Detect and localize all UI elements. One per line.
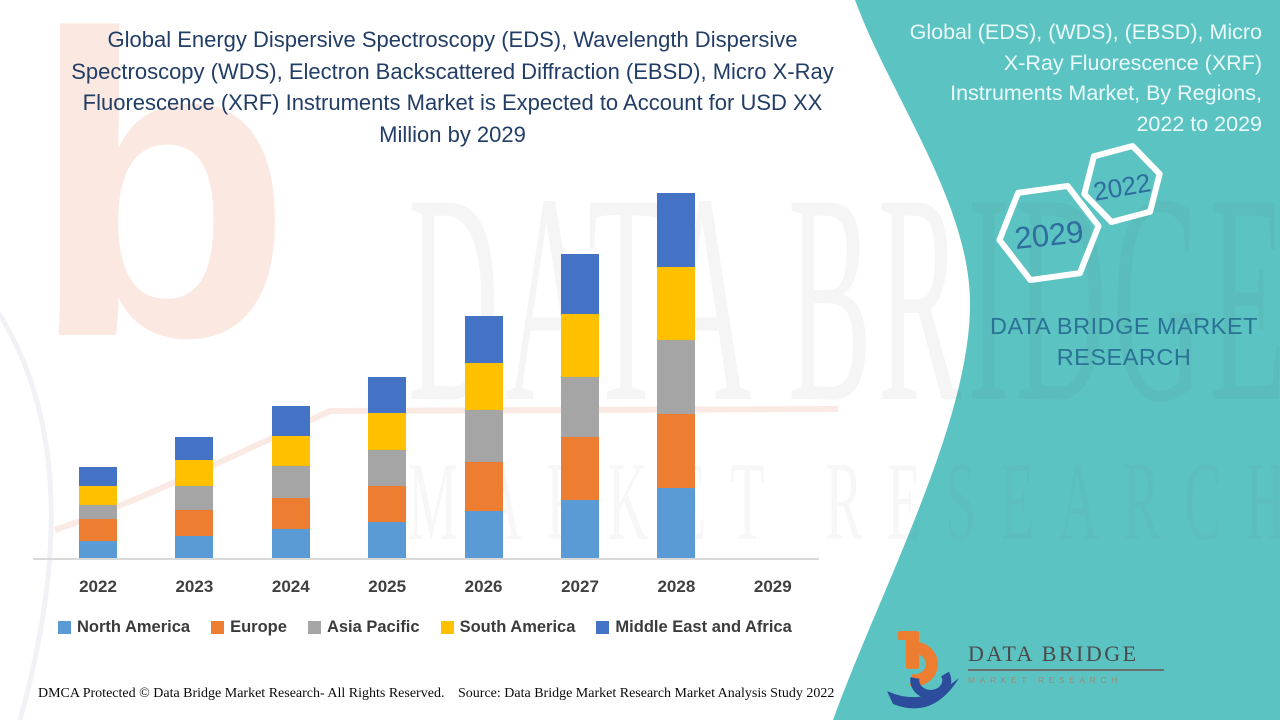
legend-item-north-america: North America: [58, 618, 190, 637]
x-axis-label-2022: 2022: [79, 577, 117, 596]
bar-segment-middle-east-and-africa-2027: [561, 254, 599, 314]
bar-segment-asia-pacific-2022: [79, 505, 117, 519]
bar-segment-south-america-2026: [464, 363, 503, 410]
bar-segment-europe-2024: [271, 498, 310, 529]
bar-segment-middle-east-and-africa-2025: [368, 377, 407, 413]
legend-swatch-north-america: [58, 621, 71, 634]
x-axis-label-2029: 2029: [753, 577, 792, 596]
databridge-logo-icon: [887, 631, 959, 709]
legend-label-middle-east-and-africa: Middle East and Africa: [615, 618, 792, 636]
bar-segment-north-america-2023: [175, 536, 214, 559]
side-panel-title: Global (EDS), (WDS), (EBSD), Micro X-Ray…: [909, 20, 1262, 136]
legend-item-asia-pacific: Asia Pacific: [307, 618, 420, 637]
chart-legend: North America Europe Asia Pacific South Ame…: [58, 618, 792, 637]
legend-swatch-middle-east-and-africa: [596, 621, 610, 634]
bar-segment-asia-pacific-2028: [657, 340, 696, 414]
bar-segment-south-america-2025: [368, 413, 407, 450]
hexagon-badges: 2029 2022: [996, 142, 1163, 284]
legend-swatch-europe: [211, 621, 225, 634]
legend-label-north-america: North America: [77, 618, 191, 636]
hexagon-2029: [996, 182, 1102, 284]
legend-item-europe: Europe: [211, 618, 287, 637]
bar-segment-europe-2026: [464, 462, 503, 511]
logo-underline: [968, 669, 1164, 671]
x-axis-line: [33, 558, 819, 560]
footer-source-text: Source: Data Bridge Market Research Mark…: [458, 686, 835, 701]
watermark-logo-letter: b: [30, 0, 293, 427]
bar-segment-asia-pacific-2023: [175, 486, 214, 510]
bar-segment-asia-pacific-2027: [561, 377, 599, 437]
hexagon-2029-label: 2029: [1013, 214, 1085, 256]
watermark-text-databridge: DATA BRIDGE: [408, 132, 1280, 464]
bar-segment-middle-east-and-africa-2024: [271, 406, 310, 436]
bar-segment-south-america-2028: [657, 267, 696, 340]
logo-d-bowl: [910, 671, 952, 699]
bar-segment-middle-east-and-africa-2022: [79, 467, 117, 486]
databridge-logo-text: DATA BRIDGE MARKET RESEARCH: [968, 641, 1178, 685]
bar-segment-middle-east-and-africa-2028: [657, 193, 696, 267]
logo-tagline: MARKET RESEARCH: [968, 675, 1122, 685]
bar-segment-south-america-2027: [561, 314, 599, 377]
bar-segment-north-america-2025: [368, 522, 407, 559]
watermark-text-research: MARKET RESEARCH: [408, 440, 1280, 564]
bar-segment-europe-2022: [79, 519, 117, 541]
x-axis-label-2025: 2025: [368, 577, 407, 596]
bar-segment-north-america-2024: [271, 529, 310, 559]
side-panel-brand-text: DATA BRIDGE MARKET RESEARCH: [990, 313, 1258, 370]
bar-segment-north-america-2028: [657, 488, 696, 559]
logo-b-flag: [898, 631, 910, 640]
legend-swatch-asia-pacific: [307, 621, 321, 634]
bar-segment-europe-2028: [657, 414, 696, 488]
bar-segment-asia-pacific-2024: [271, 466, 310, 498]
logo-b-stem: [906, 631, 919, 669]
legend-item-middle-east-and-africa: Middle East and Africa: [596, 618, 792, 637]
bar-segment-asia-pacific-2025: [368, 450, 407, 486]
bar-segment-south-america-2022: [79, 486, 117, 505]
logo-name: DATA BRIDGE: [968, 641, 1139, 666]
x-axis-label-2024: 2024: [271, 577, 310, 596]
legend-swatch-south-america: [440, 621, 454, 634]
bar-segment-middle-east-and-africa-2026: [464, 316, 503, 363]
x-axis-label-2027: 2027: [561, 577, 599, 596]
bar-segment-europe-2023: [175, 510, 214, 536]
footer-dmca-text: DMCA Protected © Data Bridge Market Rese…: [38, 686, 445, 701]
x-axis-label-2026: 2026: [464, 577, 503, 596]
x-axis-label-2028: 2028: [657, 577, 696, 596]
bar-segment-europe-2027: [561, 437, 599, 500]
bar-segment-asia-pacific-2026: [464, 410, 503, 462]
bar-segment-south-america-2023: [175, 460, 214, 486]
legend-label-south-america: South America: [459, 618, 576, 636]
teal-panel-shape: [833, 0, 1280, 720]
x-axis-label-2023: 2023: [175, 577, 214, 596]
chart-title: Global Energy Dispersive Spectroscopy (E…: [71, 27, 834, 147]
logo-swoosh: [887, 678, 959, 709]
bar-segment-middle-east-and-africa-2023: [175, 437, 214, 460]
bar-segment-north-america-2026: [464, 511, 503, 559]
bar-segment-north-america-2022: [79, 541, 117, 559]
bar-segment-north-america-2027: [561, 500, 599, 559]
hexagon-2022: [1081, 142, 1163, 226]
legend-item-south-america: South America: [440, 618, 576, 637]
legend-label-europe: Europe: [230, 618, 287, 636]
legend-label-asia-pacific: Asia Pacific: [326, 618, 420, 636]
bar-segment-europe-2025: [368, 486, 407, 522]
bar-segment-south-america-2024: [271, 436, 310, 466]
